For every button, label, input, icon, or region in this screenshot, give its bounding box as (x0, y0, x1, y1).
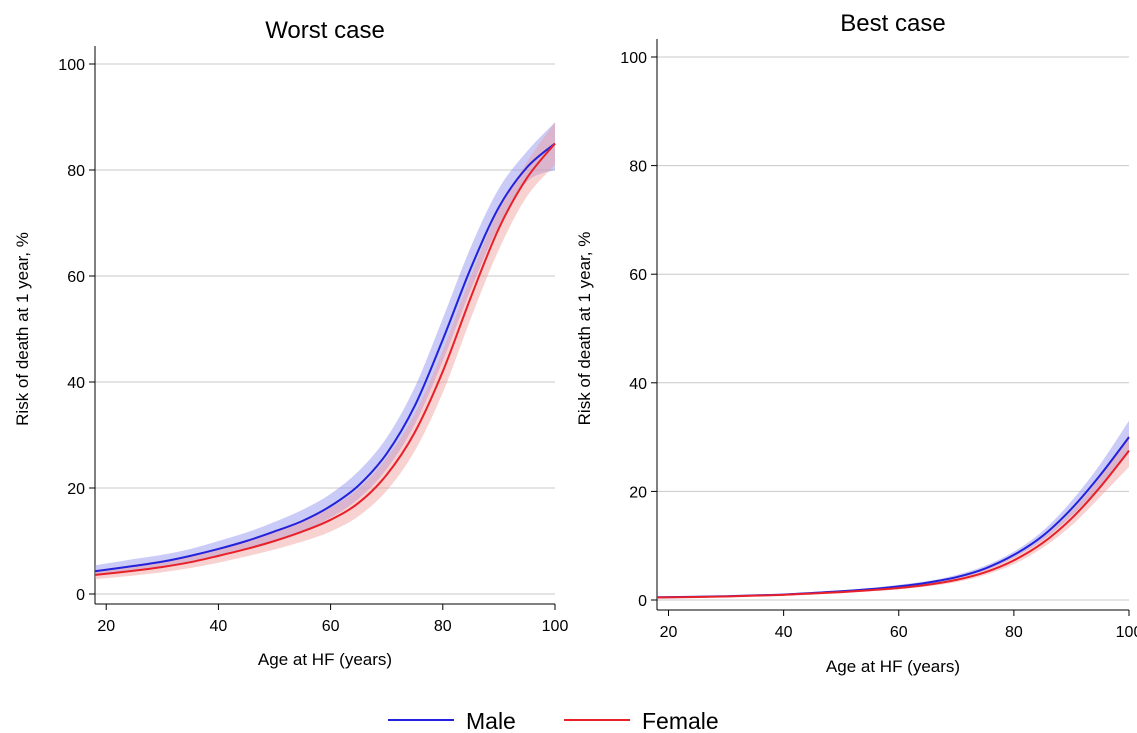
x-tick-label: 100 (542, 618, 569, 635)
legend-label-female: Female (642, 708, 719, 733)
x-tick-label: 20 (97, 618, 115, 635)
y-axis-title: Risk of death at 1 year, % (13, 232, 32, 426)
y-tick-label: 80 (67, 163, 85, 180)
x-axis-title: Age at HF (years) (826, 657, 960, 676)
y-tick-label: 60 (629, 267, 647, 284)
x-tick-label: 100 (1116, 624, 1137, 641)
y-tick-label: 20 (629, 484, 647, 501)
y-tick-label: 40 (67, 375, 85, 392)
x-tick-label: 40 (775, 624, 793, 641)
ci-band-male (657, 420, 1129, 598)
panel-best-case: 0 20 40 60 80 100 20 40 60 80 100 Best case Age at H… (575, 10, 1137, 676)
x-axis-title: Age at HF (years) (258, 650, 392, 669)
x-tick-label: 60 (322, 618, 340, 635)
y-axis-title: Risk of death at 1 year, % (575, 232, 594, 426)
x-tick-label: 80 (434, 618, 452, 635)
y-tick-label: 80 (629, 159, 647, 176)
ci-band-male (95, 122, 555, 576)
series-line-male (94, 142, 556, 573)
legend: Male Female (388, 708, 719, 733)
y-tick-label: 100 (58, 57, 85, 74)
y-tick-label: 0 (76, 587, 85, 604)
series-line-female (94, 142, 556, 576)
x-tick-label: 40 (210, 618, 228, 635)
y-tick-label: 100 (620, 50, 647, 67)
x-tick-label: 20 (660, 624, 678, 641)
panel-title: Worst case (265, 17, 385, 44)
panel-title: Best case (840, 10, 945, 37)
x-tick-label: 60 (890, 624, 908, 641)
y-tick-label: 40 (629, 376, 647, 393)
series-line-female (656, 450, 1130, 599)
x-tick-label: 80 (1005, 624, 1023, 641)
y-tick-label: 20 (67, 481, 85, 498)
y-tick-label: 0 (638, 593, 647, 610)
legend-label-male: Male (466, 708, 516, 733)
y-tick-label: 60 (67, 269, 85, 286)
panel-worst-case: 0 20 40 60 80 100 20 40 60 80 100 Worst case Age at … (13, 17, 568, 669)
